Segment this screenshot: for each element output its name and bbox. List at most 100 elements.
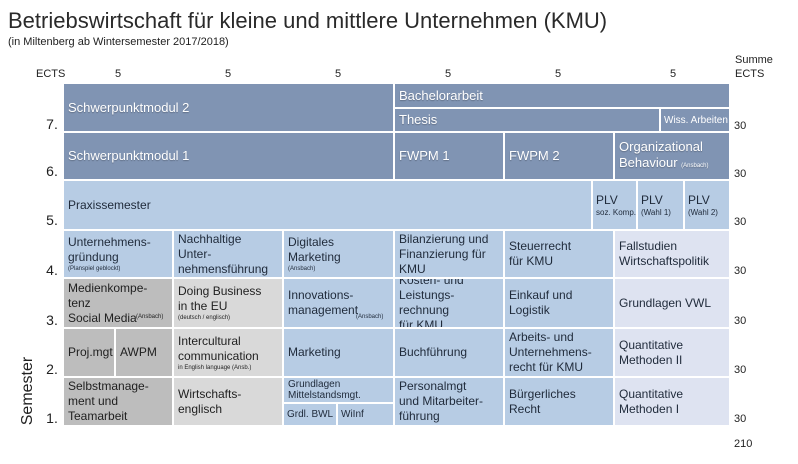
module-label: PLV — [596, 193, 618, 207]
semester-axis-label: Semester — [19, 356, 36, 426]
module-label: Thesis — [399, 112, 438, 127]
module-label: Grundlagen Mittelstandsmgt. — [288, 379, 361, 401]
semester-label-2: 2. — [46, 361, 58, 377]
module-organizational-behaviour: Organizational Behaviour (Ansbach) — [614, 132, 730, 180]
module-grundlagen-mittelstandsmgt: Grundlagen Mittelstandsmgt. — [283, 377, 394, 403]
ects-column-2: 5 — [224, 68, 232, 80]
semester-label-7: 7. — [46, 116, 58, 132]
semester-sum-5: 30 — [734, 216, 747, 228]
module-thesis: Thesis — [394, 108, 660, 132]
module-schwerpunktmodul-1: Schwerpunktmodul 1 — [63, 132, 394, 180]
module-note: soz. Komp. — [596, 208, 637, 217]
module-praxissemester: Praxissemester — [63, 180, 592, 230]
module-plv-soz-komp: PLV soz. Komp. — [592, 180, 637, 230]
semester-sum-3: 30 — [734, 315, 747, 327]
semester-sum-6: 30 — [734, 168, 747, 180]
module-arbeits-unternehmensrecht: Arbeits- und Unternehmens- recht für KMU — [504, 328, 614, 377]
module-quantitative-methoden-2: Quantitative Methoden II — [614, 328, 730, 377]
module-label: Praxissemester — [68, 197, 151, 212]
module-label: Grundlagen VWL — [619, 295, 712, 310]
module-note: in English language (Ansb.) — [178, 364, 252, 371]
module-wirtschaftsenglisch: Wirtschafts- englisch — [173, 377, 283, 426]
module-label: Schwerpunktmodul 2 — [68, 99, 190, 115]
module-intercultural-communication: Intercultural communication in English l… — [173, 328, 283, 377]
module-steuerrecht: Steuerrecht für KMU — [504, 230, 614, 278]
module-label: Selbstmanage- ment und Teamarbeit — [68, 379, 149, 423]
module-buchfuehrung: Buchführung — [394, 328, 504, 377]
module-fwpm-2: FWPM 2 — [504, 132, 614, 180]
module-label: Bachelorarbeit — [399, 87, 483, 103]
module-plv-wahl-1: PLV (Wahl 1) — [637, 180, 684, 230]
module-label: Wirtschafts- englisch — [178, 386, 242, 416]
module-quantitative-methoden-1: Quantitative Methoden I — [614, 377, 730, 426]
semester-label-3: 3. — [46, 312, 58, 328]
ects-column-3: 5 — [334, 68, 342, 80]
module-note: (Ansbach) — [681, 162, 709, 169]
module-label: Nachhaltige Unter- nehmensführung — [178, 231, 269, 276]
module-label: Bilanzierung und Finanzierung für KMU — [399, 231, 489, 276]
module-label: Einkauf und Logistik — [509, 288, 573, 317]
module-note: (Wahl 1) — [641, 208, 671, 217]
semester-label-1: 1. — [46, 410, 58, 426]
module-label: Arbeits- und Unternehmens- recht für KMU — [509, 330, 592, 374]
module-label-line-2: Behaviour (Ansbach) — [619, 155, 725, 174]
module-label: Organizational — [619, 138, 703, 154]
ects-header-label: ECTS — [36, 68, 66, 80]
module-label-part: Behaviour — [619, 154, 678, 170]
module-note: (Ansbach) — [356, 314, 384, 320]
semester-label-4: 4. — [46, 262, 58, 278]
module-wiss-arbeiten: Wiss. Arbeiten — [660, 108, 730, 132]
module-label: Intercultural communication — [178, 333, 259, 363]
module-label: Medienkompe-tenz Social Media — [68, 280, 148, 325]
ects-column-6: 5 — [669, 68, 677, 80]
module-selbstmanagement-teamarbeit: Selbstmanage- ment und Teamarbeit — [63, 377, 173, 426]
module-projektmanagement: Proj.mgt — [63, 328, 115, 377]
module-label: PLV — [641, 193, 663, 207]
module-wirtschaftsinformatik: WiInf — [337, 403, 394, 426]
module-label: FWPM 2 — [509, 148, 560, 163]
module-doing-business-eu: Doing Business in the EU (deutsch / engl… — [173, 278, 283, 328]
ects-column-4: 5 — [444, 68, 452, 80]
semester-sum-4: 30 — [734, 265, 747, 277]
module-label: Personalmgt und Mitarbeiter- führung — [399, 379, 484, 423]
sum-ects-header: Summe ECTS — [735, 54, 773, 80]
ects-column-5: 5 — [554, 68, 562, 80]
module-note: (Planspiel geblockt) — [68, 266, 121, 272]
module-buergerliches-recht: Bürgerliches Recht — [504, 377, 614, 426]
module-label: Fallstudien Wirtschaftspolitik — [619, 239, 710, 268]
module-medienkompetenz: Medienkompe-tenz Social Media (Ansbach) — [63, 278, 173, 328]
semester-sum-1: 30 — [734, 413, 747, 425]
module-label: Quantitative Methoden II — [619, 337, 684, 367]
module-marketing: Marketing — [283, 328, 394, 377]
module-innovationsmanagement: Innovations- management (Ansbach) — [283, 278, 394, 328]
module-bachelorarbeit: Bachelorarbeit — [394, 83, 730, 108]
module-einkauf-logistik: Einkauf und Logistik — [504, 278, 614, 328]
module-label: WiInf — [341, 409, 364, 420]
module-awpm: AWPM — [115, 328, 173, 377]
module-label: FWPM 1 — [399, 148, 450, 163]
semester-sum-7: 30 — [734, 120, 747, 132]
semester-sum-2: 30 — [734, 364, 747, 376]
total-ects: 210 — [734, 438, 753, 450]
module-grundlagen-vwl: Grundlagen VWL — [614, 278, 730, 328]
module-note: (Wahl 2) — [688, 208, 718, 217]
module-personalmanagement: Personalmgt und Mitarbeiter- führung — [394, 377, 504, 426]
module-label: Innovations- management — [288, 288, 359, 317]
module-kosten-leistungsrechnung: Kosten- und Leistungs-rechnung für KMU — [394, 278, 504, 328]
module-note: (Ansbach) — [136, 314, 164, 320]
module-bilanzierung-finanzierung: Bilanzierung und Finanzierung für KMU — [394, 230, 504, 278]
module-label: Buchführung — [399, 345, 468, 359]
module-label: Wiss. Arbeiten — [664, 114, 728, 126]
module-unternehmensgruendung: Unternehmens- gründung (Planspiel gebloc… — [63, 230, 173, 278]
module-label: Proj.mgt — [68, 345, 113, 359]
module-label: Steuerrecht für KMU — [509, 239, 572, 268]
semester-label-6: 6. — [46, 163, 58, 179]
module-label: AWPM — [120, 345, 157, 359]
module-label: Digitales Marketing — [288, 235, 341, 264]
ects-column-1: 5 — [114, 68, 122, 80]
module-label: Kosten- und Leistungs-rechnung für KMU — [399, 278, 464, 328]
semester-label-5: 5. — [46, 212, 58, 228]
module-label: Marketing — [288, 345, 341, 359]
module-grundlagen-bwl: Grdl. BWL — [283, 403, 337, 426]
module-fwpm-1: FWPM 1 — [394, 132, 504, 180]
